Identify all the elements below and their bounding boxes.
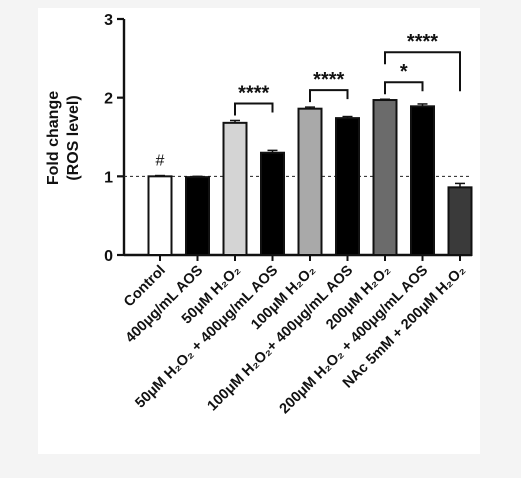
bar <box>222 121 248 256</box>
significance-bracket <box>234 102 274 116</box>
significance-bracket <box>384 51 461 92</box>
significance-label: * <box>400 61 408 83</box>
y-tick-label: 1 <box>104 169 113 186</box>
bar <box>260 151 285 257</box>
significance-label: **** <box>313 69 344 91</box>
significance-bracket <box>309 89 349 103</box>
y-tick-label: 2 <box>104 91 113 108</box>
bar <box>447 186 473 256</box>
y-tick-label: 3 <box>104 12 113 29</box>
bar <box>372 99 398 256</box>
significance-label: **** <box>407 31 438 53</box>
bar <box>410 105 435 256</box>
y-axis-title-line2: (ROS level) <box>65 95 82 180</box>
y-axis-title-line1: Fold change <box>45 91 62 185</box>
bar <box>335 117 360 257</box>
bar <box>185 176 210 256</box>
bar <box>147 175 173 256</box>
y-tick-label: 0 <box>104 248 113 265</box>
bar-annotation: # <box>156 153 165 170</box>
significance-bracket <box>384 81 424 95</box>
significance-label: **** <box>238 82 269 104</box>
bar <box>297 107 323 257</box>
